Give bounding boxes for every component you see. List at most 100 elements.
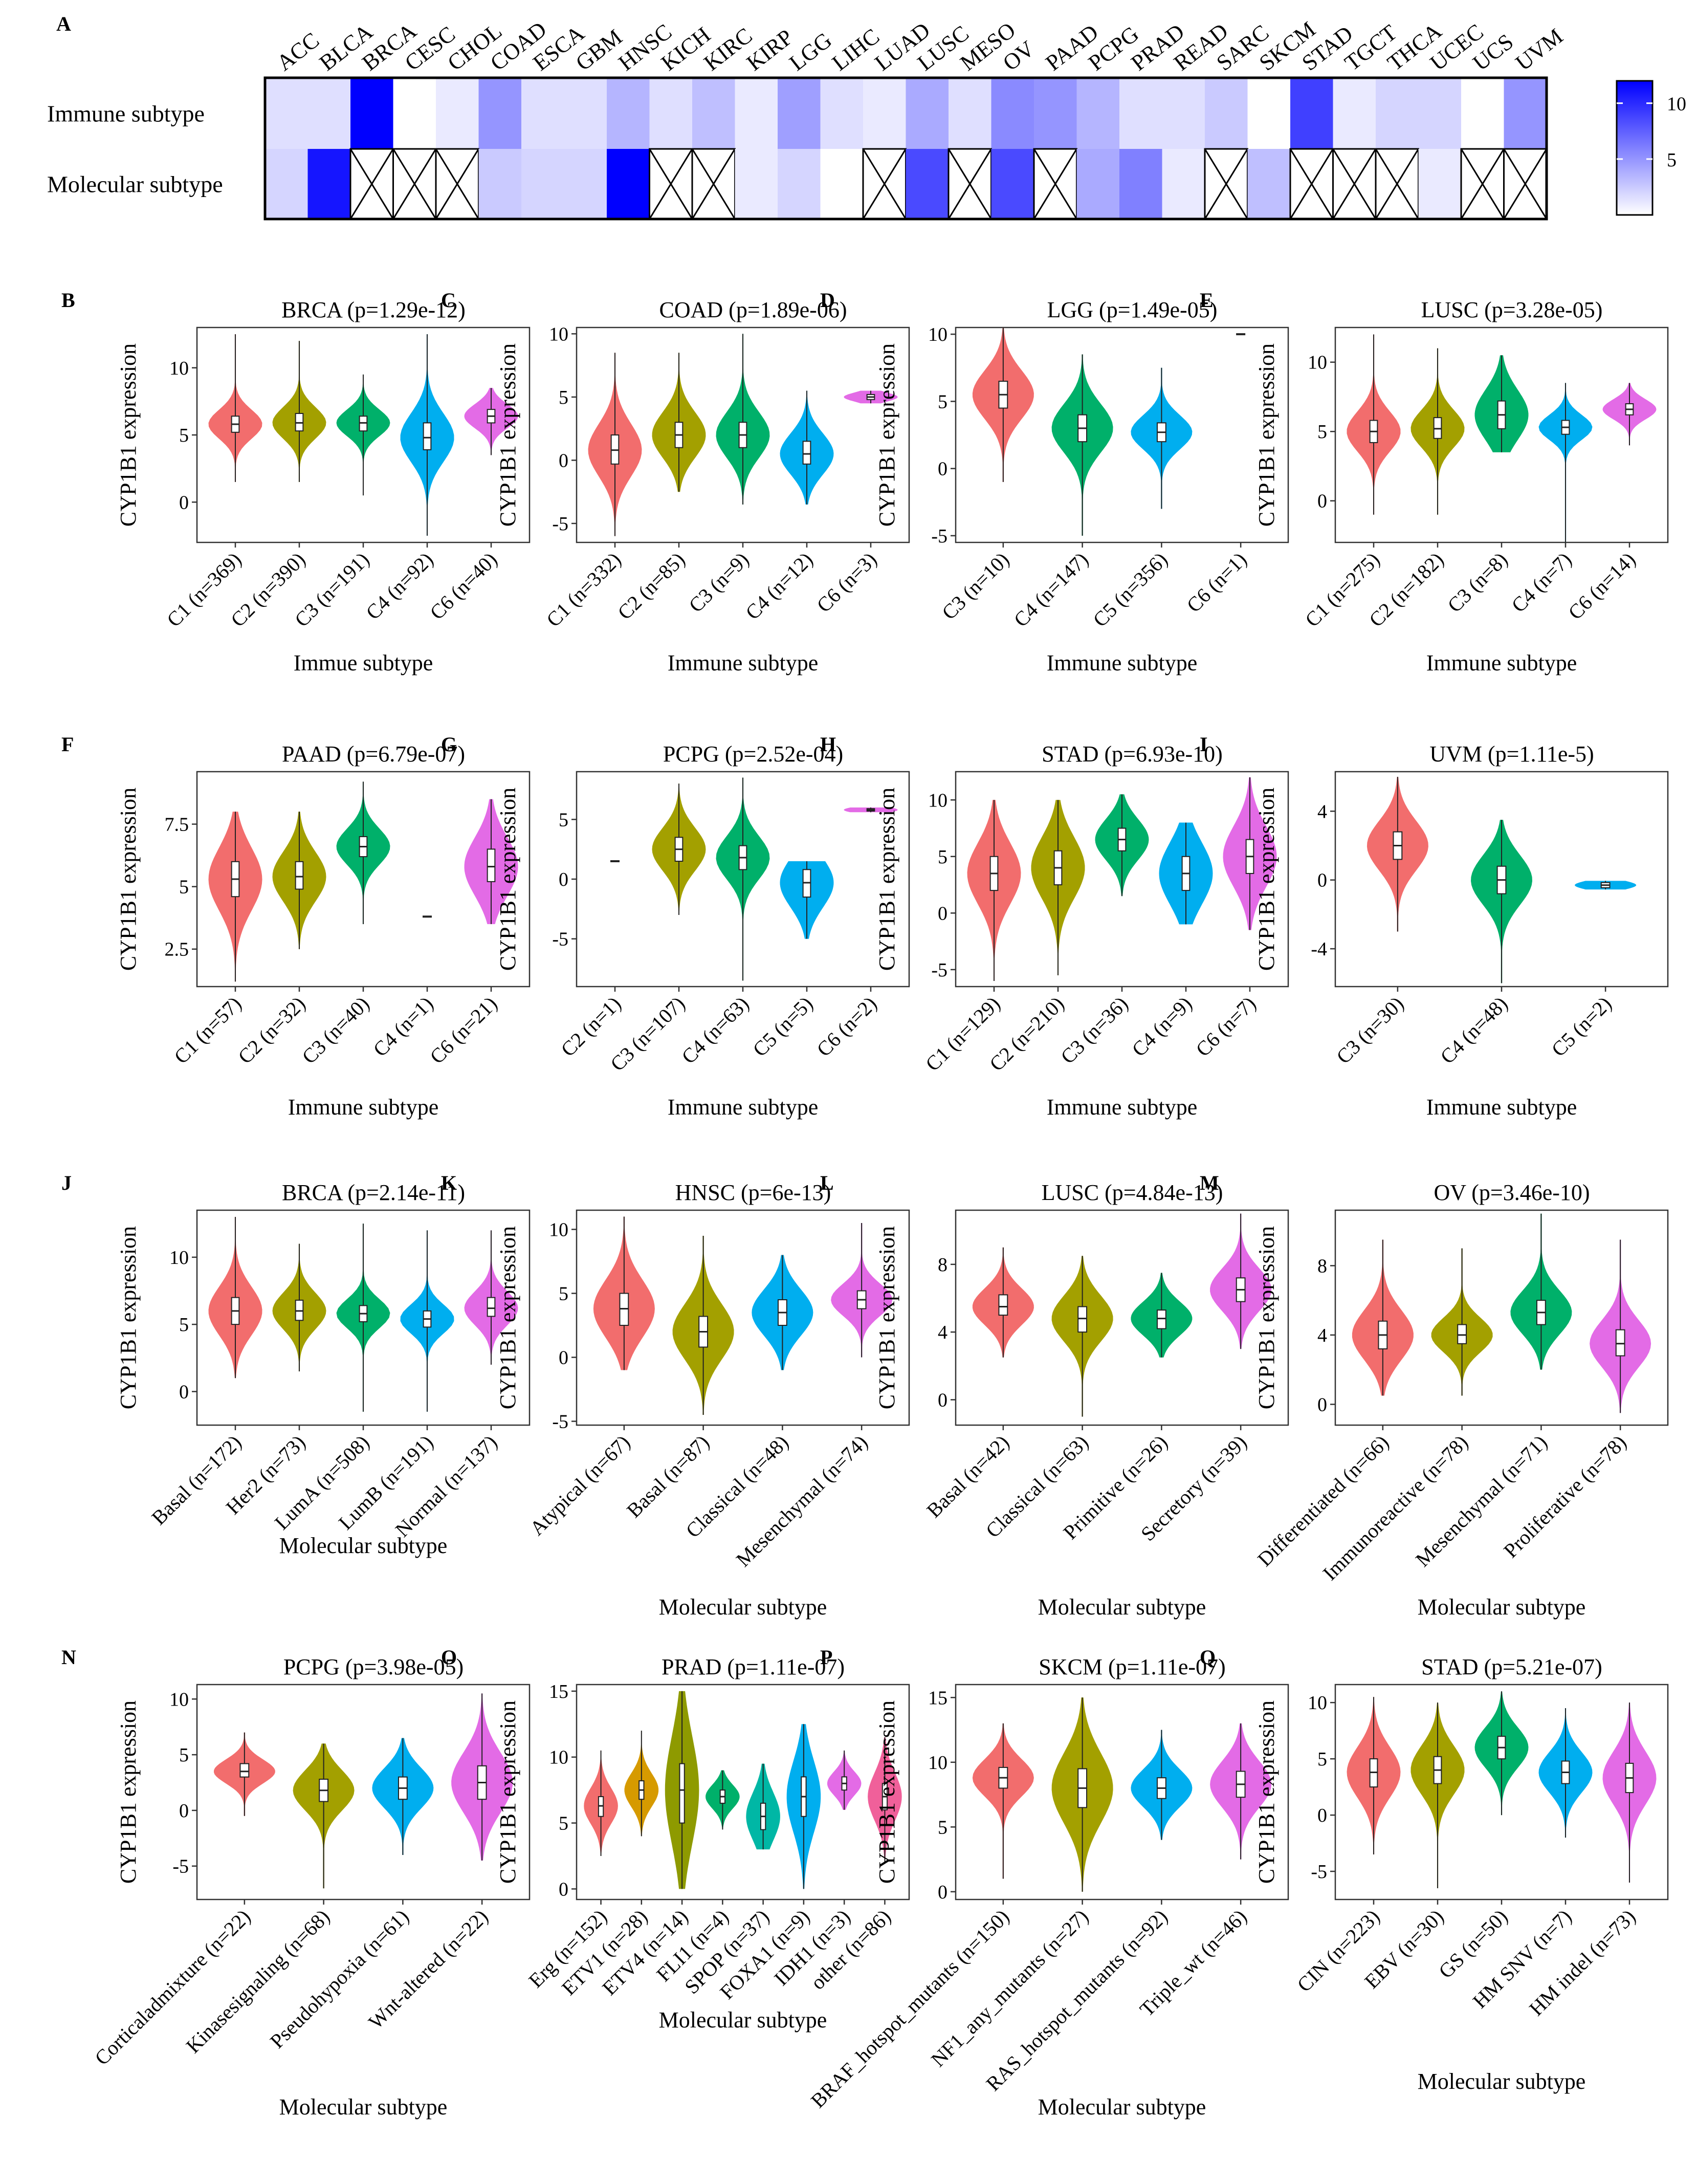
y-axis-label: CYP1B1 expression	[874, 1226, 899, 1409]
x-axis-label: Molecular subtype	[1418, 1595, 1586, 1620]
heatmap-cell	[1247, 149, 1291, 219]
heatmap-cell	[949, 78, 991, 149]
heatmap-column-label: UVM	[1511, 24, 1568, 76]
heatmap-cell	[735, 149, 778, 219]
heatmap-frame	[263, 76, 1548, 221]
x-axis-label: Immune subtype	[288, 1095, 439, 1120]
heatmap-cell	[735, 78, 778, 149]
panel-label: O	[441, 1646, 457, 1669]
chart-title: BRCA (p=2.14e-11)	[282, 1180, 465, 1205]
x-tick-label: Atypical (n=67)	[525, 1431, 635, 1540]
y-axis-label: CYP1B1 expression	[495, 1700, 520, 1884]
heatmap-cell	[778, 149, 821, 219]
x-tick-label: C4 (n=92)	[361, 548, 437, 624]
heatmap-cell	[265, 78, 308, 149]
heatmap-cell	[436, 78, 479, 149]
y-tick-label: 5	[559, 1813, 568, 1834]
panel-label: B	[61, 289, 75, 312]
heatmap-cell	[1162, 149, 1205, 219]
heatmap-cell	[521, 149, 564, 219]
x-axis-label: Molecular subtype	[279, 1533, 448, 1558]
x-axis-label: Molecular subtype	[1038, 1595, 1206, 1620]
heatmap-cross	[435, 148, 479, 220]
heatmap-cell	[1333, 78, 1376, 149]
x-tick-label: C1 (n=57)	[169, 992, 246, 1068]
heatmap-cell	[991, 149, 1034, 219]
panel-label: L	[820, 1171, 834, 1194]
heatmap-cell	[265, 149, 308, 219]
y-tick-label: 5	[179, 877, 189, 898]
y-tick-label: 0	[179, 492, 189, 513]
heatmap-cross	[1332, 148, 1377, 220]
heatmap-cross	[1289, 148, 1334, 220]
heatmap-cell	[1119, 149, 1162, 219]
heatmap-cell	[1504, 78, 1547, 149]
x-tick-label: C6 (n=3)	[812, 548, 881, 617]
y-tick-label: 7.5	[165, 814, 189, 836]
panel-label: Q	[1200, 1646, 1216, 1669]
violin-panel-g: G PCPG (p=2.52e-04) -5 0 5 CYP1B1 expression C…	[441, 733, 910, 1120]
heatmap-cell	[607, 78, 650, 149]
x-tick-label: C2 (n=32)	[233, 992, 310, 1068]
box	[423, 422, 432, 450]
y-tick-label: 0	[559, 450, 568, 471]
y-tick-label: 0	[1317, 870, 1327, 891]
heatmap-cross	[1204, 148, 1248, 220]
x-axis-label: Molecular subtype	[659, 1595, 827, 1620]
panel-label: H	[820, 733, 836, 756]
x-tick-label: C5 (n=2)	[1547, 992, 1616, 1061]
heatmap-cell	[692, 78, 735, 149]
y-tick-label: -5	[172, 1856, 189, 1877]
heatmap-cross	[392, 148, 437, 220]
y-tick-label: 10	[169, 1689, 189, 1710]
x-tick-label: C4 (n=12)	[741, 548, 817, 624]
plot-frame	[1334, 1209, 1669, 1426]
y-tick-label: 8	[938, 1254, 947, 1276]
x-tick-label: Kinasesignaling (n=68)	[182, 1905, 334, 2058]
chart-title: HNSC (p=6e-13)	[675, 1180, 831, 1205]
y-axis-label: CYP1B1 expression	[874, 1700, 899, 1884]
y-axis-label: CYP1B1 expression	[874, 343, 899, 527]
chart-title: PRAD (p=1.11e-07)	[662, 1654, 845, 1679]
chart-title: STAD (p=5.21e-07)	[1421, 1654, 1602, 1679]
heatmap-cell	[820, 78, 864, 149]
legend-tick-label: 5	[1667, 149, 1677, 171]
y-axis-label: CYP1B1 expression	[116, 1700, 141, 1884]
heatmap-cross	[1375, 148, 1419, 220]
chart-title: PCPG (p=3.98e-05)	[283, 1654, 464, 1679]
chart-title: SKCM (p=1.11e-07)	[1039, 1654, 1225, 1679]
y-axis-label: CYP1B1 expression	[1254, 788, 1279, 971]
violin-panel-n: N PCPG (p=3.98e-05) -5 0 5 10 CYP1B1 expressio…	[61, 1646, 531, 2120]
heatmap-cell	[1418, 78, 1462, 149]
violin-panel-o: O PRAD (p=1.11e-07) 0 5 10 15 CYP1B1 expressio…	[441, 1646, 910, 2033]
heatmap-cell	[350, 78, 393, 149]
heatmap-cell	[1205, 78, 1248, 149]
heatmap-cell	[778, 78, 821, 149]
box	[487, 1297, 496, 1317]
y-tick-label: 5	[938, 1817, 947, 1838]
panel-label: A	[56, 12, 71, 35]
y-axis-label: CYP1B1 expression	[495, 1226, 520, 1409]
y-tick-label: 5	[1317, 421, 1327, 443]
box	[802, 441, 811, 465]
heatmap-column-label: KIRC	[699, 23, 757, 76]
box	[295, 861, 304, 890]
chart-title: PCPG (p=2.52e-04)	[663, 741, 843, 767]
y-tick-label: 5	[559, 387, 568, 408]
x-tick-label: C4 (n=63)	[677, 992, 753, 1068]
x-axis-label: Molecular subtype	[1418, 2069, 1586, 2094]
x-axis-label: Immue subtype	[294, 650, 433, 675]
y-tick-label: 0	[179, 1800, 189, 1822]
chart-title: COAD (p=1.89e-06)	[659, 297, 847, 322]
y-axis-label: CYP1B1 expression	[1254, 343, 1279, 527]
box	[1156, 1309, 1166, 1329]
y-axis-label: CYP1B1 expression	[495, 343, 520, 527]
y-axis-label: CYP1B1 expression	[116, 1226, 141, 1409]
x-tick-label: C4 (n=147)	[1009, 548, 1093, 631]
y-tick-label: 8	[1317, 1255, 1327, 1277]
box	[1077, 1306, 1088, 1333]
y-axis-label: CYP1B1 expression	[495, 788, 520, 971]
chart-title: LUSC (p=4.84e-13)	[1042, 1180, 1223, 1205]
panel-label: J	[61, 1171, 72, 1194]
x-axis-label: Immune subtype	[1047, 1095, 1198, 1120]
